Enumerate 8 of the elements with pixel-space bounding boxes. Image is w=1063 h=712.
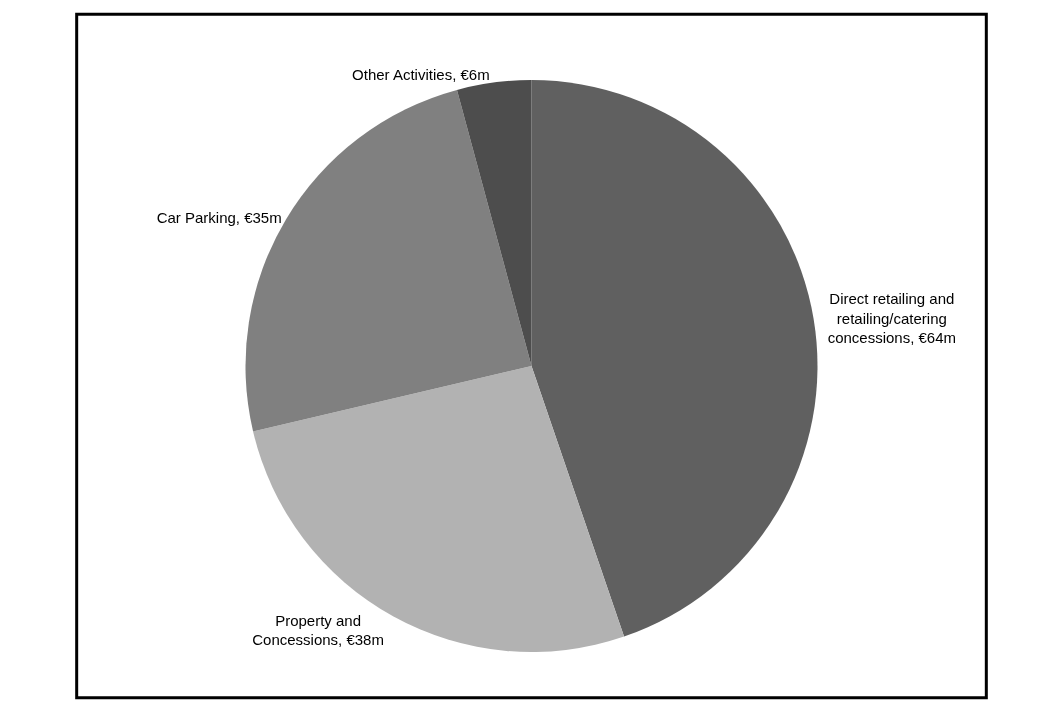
slice-label: Other Activities, €6m bbox=[352, 65, 490, 83]
pie-slice bbox=[531, 80, 818, 637]
pie-slice bbox=[456, 80, 532, 366]
pie-slice bbox=[253, 366, 625, 652]
slice-label: Direct retailing and retailing/catering concessions, €64m bbox=[827, 290, 957, 347]
slice-label: Property and Concessions, €38m bbox=[252, 611, 384, 649]
slice-label: Car Parking, €35m bbox=[156, 208, 282, 226]
pie-slice bbox=[245, 89, 532, 432]
